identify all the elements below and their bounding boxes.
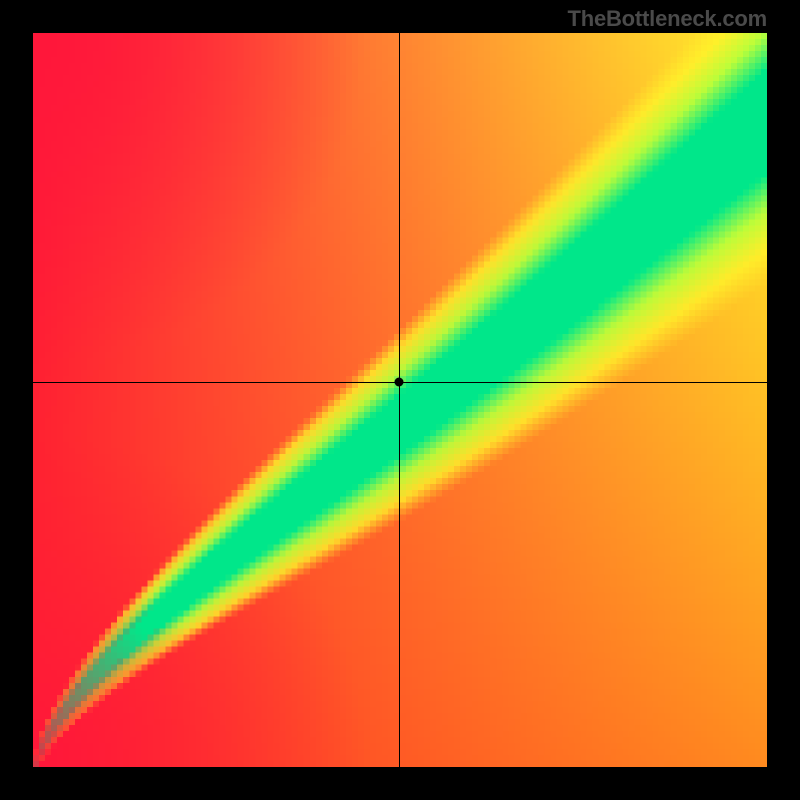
crosshair-marker — [395, 377, 404, 386]
watermark-text: TheBottleneck.com — [567, 6, 767, 32]
crosshair-vertical — [399, 33, 400, 767]
chart-container: TheBottleneck.com — [0, 0, 800, 800]
